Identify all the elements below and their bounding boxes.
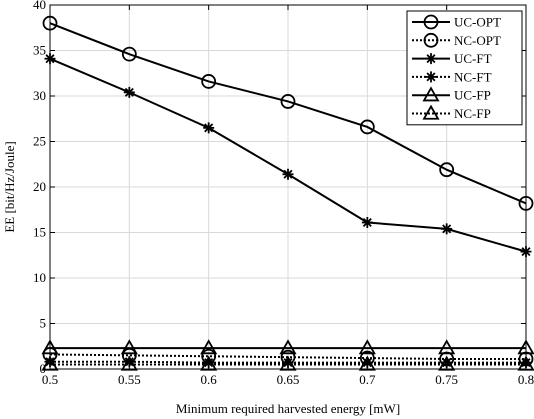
legend-item-uc-fp: UC-FP	[412, 86, 491, 103]
x-tick-label: 0.65	[277, 372, 300, 387]
y-tick-label: 15	[33, 225, 46, 240]
legend-box	[406, 10, 523, 126]
data-point-uc-fp	[358, 339, 376, 355]
legend-item-uc-ft: UC-FT	[412, 51, 492, 66]
series-uc-fp	[41, 339, 534, 355]
data-point-uc-opt	[359, 119, 375, 135]
legend-marker	[423, 32, 439, 48]
data-point-nc-fp	[517, 355, 534, 371]
x-tick-label: 0.75	[435, 372, 458, 387]
series	[41, 15, 534, 371]
legend: UC-OPT NC-OPT UC-FT NC-FT UC-FP NC-FP	[406, 10, 523, 126]
legend-item-nc-opt: NC-OPT	[412, 33, 501, 48]
data-point-uc-opt	[121, 46, 137, 62]
data-point-uc-opt	[280, 94, 296, 109]
x-tick-label: 0.6	[201, 372, 218, 387]
y-tick-label: 25	[33, 134, 46, 149]
legend-label: NC-FP	[454, 106, 491, 121]
data-point-uc-ft	[203, 122, 215, 134]
legend-label: UC-FT	[454, 51, 492, 66]
data-point-nc-fp	[438, 355, 456, 371]
series-uc-opt	[42, 15, 534, 211]
legend-item-nc-ft: NC-FT	[412, 69, 492, 84]
data-point-uc-opt	[439, 162, 455, 178]
y-tick-label: 5	[40, 316, 47, 331]
data-point-nc-fp	[358, 355, 376, 371]
y-tick-label: 20	[33, 179, 46, 194]
data-point-uc-ft	[520, 246, 532, 258]
legend-item-nc-fp: NC-FP	[412, 104, 491, 121]
y-tick-label: 35	[33, 43, 46, 58]
series-line-uc-opt	[49, 22, 527, 205]
x-tick-label: 0.5	[42, 372, 58, 387]
legend-item-uc-opt: UC-OPT	[412, 15, 501, 30]
data-point-uc-ft	[282, 168, 294, 180]
data-point-nc-fp	[41, 355, 59, 371]
y-tick-label: 30	[33, 88, 46, 103]
data-point-nc-fp	[120, 355, 138, 371]
y-axis-label: EE [bit/Hz/Joule]	[2, 141, 17, 232]
x-tick-label: 0.8	[518, 372, 534, 387]
data-point-uc-ft	[123, 86, 135, 98]
data-point-uc-fp	[200, 339, 218, 355]
data-point-uc-ft	[361, 216, 373, 228]
legend-label: NC-FT	[454, 69, 492, 84]
series-nc-fp	[41, 355, 534, 371]
x-tick-label: 0.55	[118, 372, 141, 387]
legend-marker	[422, 104, 440, 120]
y-tick-label: 40	[33, 0, 46, 12]
data-point-uc-ft	[441, 223, 453, 235]
data-point-uc-fp	[41, 339, 59, 355]
legend-marker	[422, 86, 440, 102]
y-tick-label: 10	[33, 270, 46, 285]
legend-label: NC-OPT	[454, 33, 501, 48]
data-point-uc-ft	[44, 53, 56, 65]
x-tick-label: 0.7	[359, 372, 376, 387]
legend-label: UC-FP	[454, 88, 491, 103]
series-uc-ft	[44, 53, 532, 258]
data-point-uc-fp	[279, 339, 297, 355]
data-point-uc-opt	[201, 74, 217, 89]
legend-marker	[425, 53, 437, 65]
data-point-uc-fp	[120, 339, 138, 355]
data-point-uc-fp	[517, 339, 534, 355]
x-axis-label: Minimum required harvested energy [mW]	[176, 401, 400, 416]
data-point-uc-fp	[438, 339, 456, 355]
data-point-nc-fp	[200, 355, 218, 371]
legend-label: UC-OPT	[454, 15, 501, 30]
data-point-uc-opt	[42, 15, 58, 31]
legend-marker	[425, 71, 437, 83]
data-point-uc-opt	[518, 195, 534, 211]
legend-marker	[423, 14, 439, 30]
data-point-nc-fp	[279, 355, 297, 371]
